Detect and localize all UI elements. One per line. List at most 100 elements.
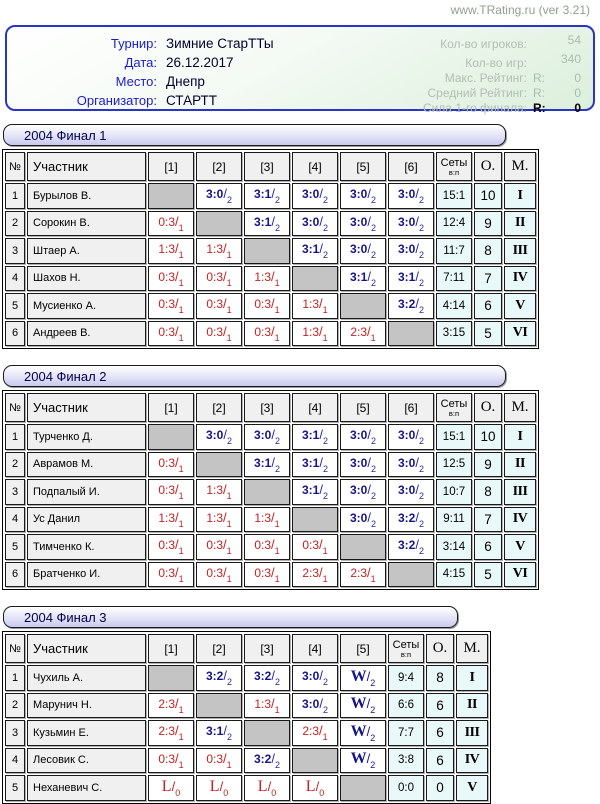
game-score: 3:0 [398,242,416,257]
place-roman: II [504,210,536,236]
self-cell [244,238,290,264]
game-score-win: 3:2/2 [388,534,434,560]
fraction-slash: / [415,186,419,202]
game-score: 3:1 [302,483,320,498]
game-points-earned: 1 [226,518,232,529]
game-score: 3:1 [254,214,272,229]
self-cell [148,424,194,450]
fraction-slash: / [223,509,227,525]
fraction-slash: / [367,509,371,525]
game-score: 3:1 [254,187,272,202]
column-header-place: М. [504,393,536,422]
fraction-slash: / [415,213,419,229]
game-score: 3:0 [206,428,224,443]
game-score-loss: 0:3/1 [244,320,290,346]
game-score: 3:1 [350,269,368,284]
table-row: 4 Шахов Н. 0:3/1 0:3/1 1:3/1 3:1/2 3:1/2 7:11 7 I… [5,265,536,291]
game-points-earned: 1 [322,305,328,316]
game-score: 3:0 [302,696,320,711]
info-label: Место: [115,74,157,89]
game-score: 0:3 [254,538,272,553]
game-score-loss: 0:3/1 [196,293,242,319]
game-score-win: 3:0/2 [388,479,434,505]
game-score: 3:2 [254,669,272,684]
game-points-earned: 1 [178,518,184,529]
game-points-earned: 1 [274,704,280,715]
walkover-loss: L/0 [148,775,194,801]
fraction-slash: / [175,268,179,284]
player-name: Шахов Н. [27,265,146,291]
game-points-earned: 1 [226,573,232,584]
game-points-earned: 1 [178,573,184,584]
game-points-earned: 2 [226,195,232,206]
final-1-table-container: № Участник [1] [2] [3] [4] [5] [6] Сеты в:п О. М. 1 Б… [0,149,600,349]
game-points-earned: 2 [322,677,328,688]
game-score: 3:0 [350,242,368,257]
stat-label: Кол-во игроков: [440,37,527,51]
self-cell [292,747,338,773]
column-header-opponent: [4] [292,634,338,663]
column-header-opponent: [2] [196,152,242,181]
game-points-earned: 1 [226,277,232,288]
fraction-slash: / [367,241,371,257]
game-points-earned: 2 [418,436,424,447]
column-header-opponent: [5] [340,634,386,663]
column-header-opponent: [3] [244,152,290,181]
points-total: 5 [474,561,502,587]
column-header-opponent: [1] [148,634,194,663]
game-points-earned: 2 [274,677,280,688]
game-score: 0:3 [158,297,176,312]
game-score-win: 3:0/2 [340,210,386,236]
stat-value: 0 [574,101,581,115]
game-score-loss: 0:3/1 [244,561,290,587]
fraction-slash: / [223,482,227,498]
place-roman: V [456,775,488,801]
game-score-loss: 1:3/1 [196,506,242,532]
fraction-slash: / [319,537,323,553]
player-name: Тимченко К. [27,534,146,560]
self-cell [292,265,338,291]
game-score: 2:3 [350,565,368,580]
game-points-earned: 2 [370,277,376,288]
row-number: 5 [5,534,25,560]
sets-won-lost: 11:7 [436,238,472,264]
sets-won-lost: 12:5 [436,451,472,477]
column-header-opponent: [3] [244,634,290,663]
player-name: Мусиенко А. [27,293,146,319]
game-points-earned: 2 [370,677,376,688]
game-score: 0:3 [206,751,224,766]
game-score: 3:0 [302,187,320,202]
game-score-win: 3:0/2 [340,451,386,477]
self-cell [196,692,242,718]
game-score-win: 3:0/2 [292,692,338,718]
fraction-slash: / [366,668,371,684]
header-row: № Участник [1] [2] [3] [4] [5] Сеты в:п О. М. [5,634,488,663]
game-score: 3:0 [350,428,368,443]
game-score-loss: 0:3/1 [244,293,290,319]
game-score-loss: 0:3/1 [148,293,194,319]
fraction-slash: / [366,751,371,767]
game-points-earned: 1 [178,759,184,770]
game-points-earned: 1 [274,305,280,316]
game-points-earned: 2 [370,436,376,447]
game-points-earned: 0 [223,787,229,798]
game-score: L [305,777,316,795]
sets-won-lost: 7:11 [436,265,472,291]
game-points-earned: 1 [274,518,280,529]
game-score-loss: 0:3/1 [148,747,194,773]
game-score: 3:2 [398,510,416,525]
column-header-opponent: [2] [196,393,242,422]
game-points-earned: 2 [274,463,280,474]
fraction-slash: / [223,668,227,684]
fraction-slash: / [366,723,371,739]
info-value: Днепр [166,74,205,89]
fraction-slash: / [319,564,323,580]
sets-won-lost: 0:0 [388,775,424,801]
header-row: № Участник [1] [2] [3] [4] [5] [6] Сеты в:п О. М. [5,393,536,422]
stat-label: Макс. Рейтинг: [444,71,527,85]
game-score-win: 3:1/2 [292,451,338,477]
game-score-loss: 1:3/1 [244,506,290,532]
game-score-loss: 1:3/1 [292,320,338,346]
row-number: 6 [5,320,25,346]
game-points-earned: 2 [322,195,328,206]
